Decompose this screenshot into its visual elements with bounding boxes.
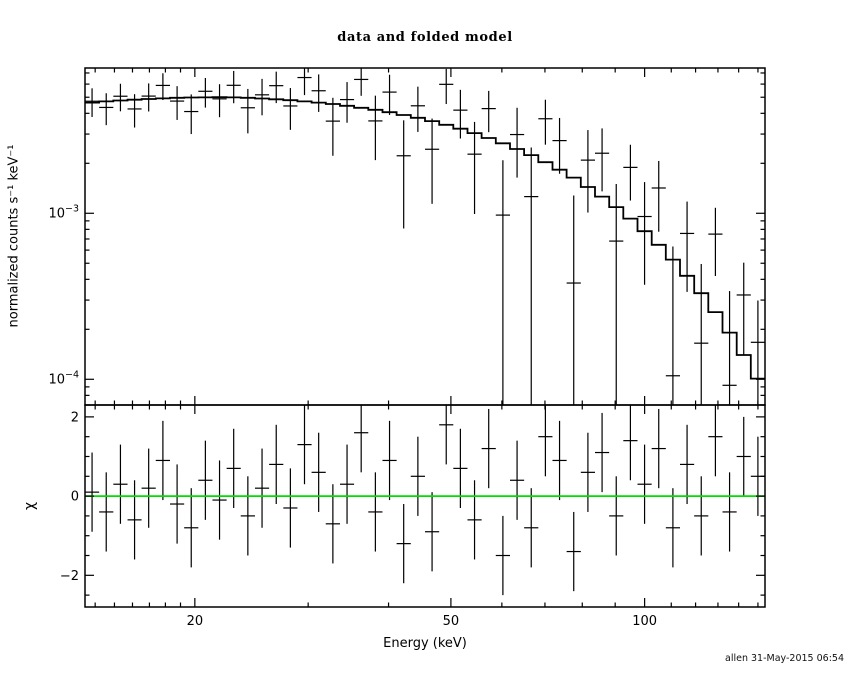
chi-points — [85, 405, 765, 596]
model-steps — [85, 96, 765, 380]
x-axis-label: Energy (keV) — [383, 636, 467, 651]
plot-title: data and folded model — [337, 30, 513, 45]
y-tick-label-counts: 10−3 — [48, 203, 79, 221]
x-tick-label: 20 — [187, 614, 204, 629]
y-tick-label-chi: 0 — [71, 490, 79, 505]
x-tick-label: 100 — [632, 614, 657, 629]
bottom-panel-frame — [84, 404, 766, 608]
x-tick-label: 50 — [443, 614, 460, 629]
axis-ticks — [85, 68, 765, 607]
data-points — [85, 68, 765, 405]
timestamp-label: allen 31-May-2015 06:54 — [725, 653, 844, 664]
y-tick-label-counts: 10−4 — [48, 369, 79, 387]
y-tick-label-chi: −2 — [60, 569, 79, 584]
y-tick-label-chi: 2 — [71, 410, 79, 425]
